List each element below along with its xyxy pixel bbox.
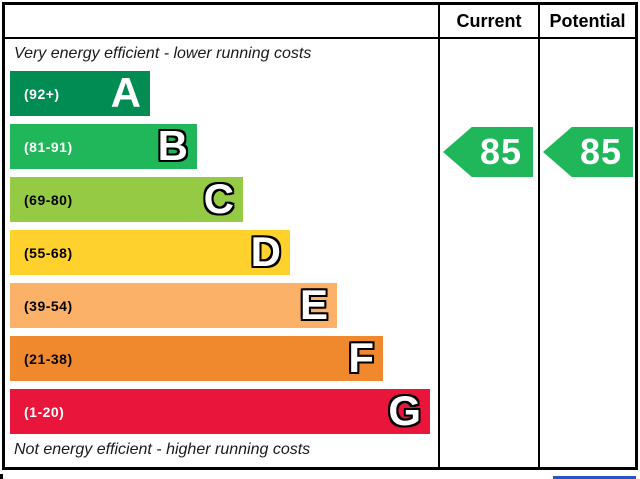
header-divider (5, 37, 635, 39)
rating-table: Current Potential Very energy efficient … (2, 2, 638, 470)
caption-not-efficient: Not energy efficient - higher running co… (14, 441, 311, 458)
band-c-letter: C (203, 175, 234, 222)
column-divider-potential (538, 5, 540, 467)
band-b-letter: B (157, 122, 188, 169)
column-divider-current (438, 5, 440, 467)
band-a-range: (92+) (24, 85, 60, 102)
next-table-border-sliver (0, 474, 3, 479)
band-e-letter: E (299, 281, 328, 328)
band-g: (1-20) G (10, 389, 430, 434)
potential-rating-value: 85 (579, 131, 623, 172)
band-d-range: (55-68) (24, 244, 73, 261)
band-g-letter: G (388, 387, 421, 434)
caption-very-efficient: Very energy efficient - lower running co… (14, 45, 312, 62)
band-b-range: (81-91) (24, 138, 73, 155)
band-d-letter: D (250, 228, 281, 275)
band-f-letter: F (348, 334, 374, 381)
band-b: (81-91) B (10, 124, 197, 169)
band-c: (69-80) C (10, 177, 243, 222)
current-rating-value: 85 (479, 131, 523, 172)
band-a: (92+) A (10, 71, 150, 116)
potential-rating-arrow: 85 (543, 127, 633, 177)
column-header-potential: Potential (549, 10, 626, 31)
band-e: (39-54) E (10, 283, 337, 328)
band-e-range: (39-54) (24, 297, 73, 314)
band-f: (21-38) F (10, 336, 383, 381)
band-g-range: (1-20) (24, 403, 65, 420)
band-f-range: (21-38) (24, 350, 73, 367)
band-d: (55-68) D (10, 230, 290, 275)
band-a-letter: A (110, 69, 141, 116)
column-header-current: Current (456, 10, 522, 31)
band-c-range: (69-80) (24, 191, 73, 208)
next-chart-blue-edge (553, 476, 636, 479)
current-rating-arrow: 85 (443, 127, 533, 177)
